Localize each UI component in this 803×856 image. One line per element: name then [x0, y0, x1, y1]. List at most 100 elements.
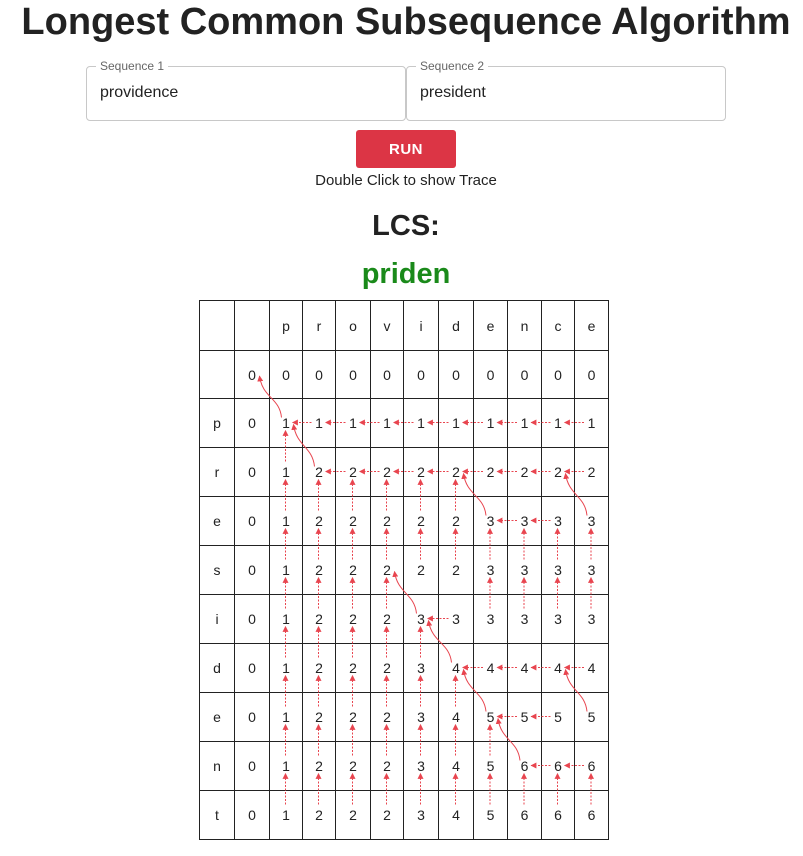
row-header-cell[interactable]: d	[199, 643, 235, 693]
sequence-1-input[interactable]	[100, 84, 380, 102]
table-cell[interactable]: 1	[269, 447, 303, 497]
row-header-cell[interactable]: r	[199, 447, 235, 497]
table-cell[interactable]: 0	[335, 350, 371, 399]
table-cell[interactable]: 0	[574, 350, 609, 399]
column-header-cell[interactable]: n	[507, 300, 542, 351]
table-cell[interactable]: 6	[541, 741, 575, 791]
column-header-cell[interactable]: e	[473, 300, 508, 351]
table-cell[interactable]: 0	[403, 350, 439, 399]
table-cell[interactable]: 3	[541, 594, 575, 644]
row-header-cell[interactable]: e	[199, 692, 235, 742]
column-header-cell[interactable]: c	[541, 300, 575, 351]
table-cell[interactable]: 3	[507, 594, 542, 644]
table-cell[interactable]: 1	[507, 398, 542, 448]
sequence-1-field[interactable]: Sequence 1	[86, 59, 406, 121]
table-cell[interactable]: 0	[234, 790, 270, 840]
table-cell[interactable]: 4	[507, 643, 542, 693]
column-header-cell[interactable]: d	[438, 300, 474, 351]
table-cell[interactable]: 2	[370, 741, 404, 791]
table-cell[interactable]: 0	[269, 350, 303, 399]
table-cell[interactable]: 2	[335, 496, 371, 546]
table-cell[interactable]: 1	[335, 398, 371, 448]
table-cell[interactable]: 5	[473, 692, 508, 742]
column-header-cell[interactable]: o	[335, 300, 371, 351]
table-cell[interactable]: 2	[302, 496, 336, 546]
table-cell[interactable]: 2	[302, 643, 336, 693]
table-cell[interactable]: 3	[403, 790, 439, 840]
table-cell[interactable]: 2	[302, 741, 336, 791]
table-cell[interactable]: 0	[234, 692, 270, 742]
table-cell[interactable]: 0	[438, 350, 474, 399]
table-cell[interactable]: 1	[269, 545, 303, 595]
table-cell[interactable]: 3	[473, 545, 508, 595]
table-cell[interactable]: 3	[438, 594, 474, 644]
table-cell[interactable]: 2	[335, 447, 371, 497]
sequence-2-field[interactable]: Sequence 2	[406, 59, 726, 121]
column-header-cell[interactable]: v	[370, 300, 404, 351]
table-cell[interactable]: 1	[269, 398, 303, 448]
table-cell[interactable]: 2	[507, 447, 542, 497]
row-header-cell[interactable]: i	[199, 594, 235, 644]
table-cell[interactable]: 0	[234, 545, 270, 595]
row-header-cell[interactable]: t	[199, 790, 235, 840]
table-cell[interactable]: 1	[541, 398, 575, 448]
table-cell[interactable]: 6	[574, 741, 609, 791]
table-cell[interactable]: 0	[234, 643, 270, 693]
table-cell[interactable]: 3	[574, 496, 609, 546]
table-cell[interactable]: 2	[370, 790, 404, 840]
table-cell[interactable]: 3	[574, 594, 609, 644]
row-header-cell[interactable]: p	[199, 398, 235, 448]
row-header-cell[interactable]	[199, 350, 235, 399]
table-cell[interactable]: 5	[574, 692, 609, 742]
table-cell[interactable]: 1	[574, 398, 609, 448]
table-cell[interactable]: 1	[403, 398, 439, 448]
table-cell[interactable]: 3	[403, 594, 439, 644]
sequence-2-input[interactable]	[420, 84, 700, 102]
row-header-cell[interactable]: n	[199, 741, 235, 791]
table-cell[interactable]: 1	[370, 398, 404, 448]
column-header-cell[interactable]: i	[403, 300, 439, 351]
table-cell[interactable]: 2	[302, 790, 336, 840]
table-cell[interactable]: 2	[473, 447, 508, 497]
corner-cell[interactable]	[199, 300, 235, 351]
table-cell[interactable]: 0	[473, 350, 508, 399]
table-cell[interactable]: 0	[234, 350, 270, 399]
table-cell[interactable]: 3	[403, 741, 439, 791]
table-cell[interactable]: 5	[541, 692, 575, 742]
table-cell[interactable]: 2	[335, 545, 371, 595]
table-cell[interactable]: 2	[302, 447, 336, 497]
table-cell[interactable]: 2	[302, 692, 336, 742]
table-cell[interactable]: 4	[473, 643, 508, 693]
table-cell[interactable]: 2	[403, 496, 439, 546]
table-cell[interactable]: 2	[370, 447, 404, 497]
table-cell[interactable]: 4	[541, 643, 575, 693]
table-cell[interactable]: 2	[370, 545, 404, 595]
table-cell[interactable]: 0	[507, 350, 542, 399]
table-cell[interactable]: 3	[541, 496, 575, 546]
table-cell[interactable]: 5	[473, 790, 508, 840]
table-cell[interactable]: 1	[269, 741, 303, 791]
table-cell[interactable]: 1	[269, 594, 303, 644]
table-cell[interactable]: 4	[438, 643, 474, 693]
table-cell[interactable]: 1	[269, 643, 303, 693]
table-cell[interactable]: 2	[370, 594, 404, 644]
table-cell[interactable]: 4	[438, 741, 474, 791]
column-header-cell[interactable]: p	[269, 300, 303, 351]
table-cell[interactable]: 2	[335, 643, 371, 693]
table-cell[interactable]: 2	[335, 790, 371, 840]
run-button[interactable]: RUN	[356, 130, 456, 168]
table-cell[interactable]: 3	[473, 594, 508, 644]
column-header-cell[interactable]: e	[574, 300, 609, 351]
table-cell[interactable]: 3	[574, 545, 609, 595]
table-cell[interactable]: 3	[507, 545, 542, 595]
table-cell[interactable]: 2	[438, 545, 474, 595]
table-cell[interactable]: 0	[234, 398, 270, 448]
table-cell[interactable]: 1	[269, 790, 303, 840]
table-cell[interactable]: 0	[302, 350, 336, 399]
table-cell[interactable]: 2	[403, 447, 439, 497]
table-cell[interactable]: 3	[403, 643, 439, 693]
table-cell[interactable]: 2	[541, 447, 575, 497]
table-cell[interactable]: 0	[234, 447, 270, 497]
table-cell[interactable]: 3	[507, 496, 542, 546]
table-cell[interactable]: 1	[302, 398, 336, 448]
